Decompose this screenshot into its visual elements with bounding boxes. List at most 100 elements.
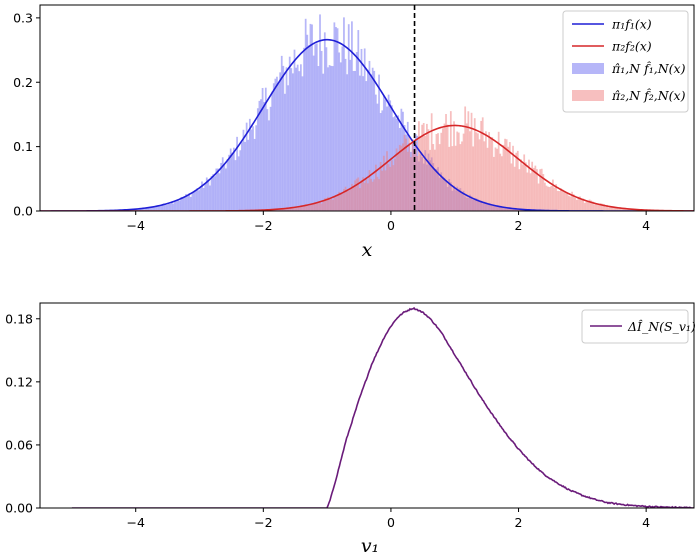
histogram-bar	[134, 209, 136, 211]
histogram-bar	[451, 146, 454, 211]
histogram-bar	[311, 203, 313, 211]
legend-patch-blue	[572, 63, 604, 74]
histogram-bar	[327, 196, 329, 211]
histogram-bar	[293, 49, 296, 211]
histogram-bar	[410, 157, 412, 211]
histogram-bar	[169, 203, 171, 211]
histogram-bar	[414, 142, 417, 211]
histogram-bar	[279, 72, 282, 211]
histogram-bar	[292, 206, 294, 211]
histogram-bar	[295, 207, 297, 211]
histogram-bar	[518, 169, 521, 211]
histogram-bar	[521, 164, 524, 211]
histogram-bar	[271, 209, 274, 211]
histogram-bar	[253, 138, 256, 211]
histogram-bar	[571, 191, 573, 211]
histogram-bar	[323, 198, 326, 211]
histogram-bar	[370, 178, 372, 211]
histogram-bar	[341, 193, 344, 211]
histogram-bar	[550, 185, 553, 211]
histogram-bar	[288, 208, 291, 211]
histogram-bar	[137, 208, 140, 211]
histogram-bar	[180, 196, 183, 211]
histogram-bar	[548, 187, 551, 211]
histogram-bar	[164, 204, 167, 211]
histogram-bar	[199, 187, 202, 211]
histogram-bar	[516, 150, 519, 211]
histogram-bar	[607, 207, 610, 211]
delta-I-curve	[71, 306, 694, 508]
histogram-bar	[346, 190, 349, 211]
y-tick-label: 0.12	[5, 374, 33, 389]
histogram-bar	[328, 199, 331, 211]
histogram-bar	[352, 186, 355, 211]
histogram-bar	[395, 148, 398, 211]
histogram-bar	[189, 196, 192, 211]
y-tick-label: 0.00	[5, 501, 33, 516]
histogram-bar	[360, 48, 363, 211]
histogram-bar	[197, 190, 200, 211]
x-tick-label: 0	[387, 218, 395, 233]
histogram-bar	[280, 55, 283, 211]
histogram-bar	[325, 47, 328, 211]
histogram-bar	[328, 65, 331, 211]
histogram-bar	[389, 166, 392, 211]
histogram-bar	[544, 182, 546, 211]
histogram-bar	[587, 201, 589, 211]
histogram-bar	[218, 173, 221, 211]
histogram-bar	[606, 204, 609, 211]
top-x-axis-label: x	[362, 239, 373, 261]
histogram-bar	[376, 103, 379, 211]
histogram-bar	[368, 170, 371, 211]
histogram-bar	[333, 22, 336, 211]
histogram-bar	[489, 138, 492, 211]
histogram-bar	[290, 207, 293, 211]
histogram-bar	[343, 17, 345, 211]
histogram-bar	[619, 207, 621, 211]
histogram-bar	[582, 198, 585, 211]
histogram-bar	[599, 203, 602, 211]
histogram-bar	[178, 200, 181, 211]
histogram-bar	[150, 207, 152, 211]
histogram-bar	[335, 27, 337, 211]
histogram-bar	[446, 124, 449, 211]
histogram-bar	[365, 178, 368, 211]
histogram-bar	[520, 159, 522, 211]
histogram-bar	[389, 100, 392, 211]
bottom-legend: ΔÎ_N(S_v₁)	[581, 309, 696, 344]
histogram-bar	[300, 205, 302, 211]
histogram-bar	[427, 129, 430, 211]
histogram-bar	[343, 189, 345, 211]
histogram-bar	[290, 68, 293, 211]
histogram-bar	[247, 139, 250, 211]
histogram-bar	[370, 74, 372, 211]
histogram-bar	[347, 190, 350, 211]
histogram-bar	[595, 202, 597, 211]
histogram-bar	[346, 74, 349, 211]
histogram-bar	[433, 149, 436, 211]
histogram-bar	[269, 106, 272, 211]
histogram-bar	[351, 21, 353, 211]
histogram-bar	[564, 192, 567, 211]
histogram-bar	[280, 208, 283, 211]
histogram-bar	[539, 169, 542, 211]
histogram-bar	[142, 208, 144, 211]
histogram-bar	[330, 198, 333, 211]
histogram-bar	[312, 203, 315, 211]
top-panel: −4 −2 0 2 4 0.0 0.1 0.2 0.3 x π₁f₁(x) π₂f₂(x) π…	[13, 4, 695, 261]
histogram-bar	[274, 78, 277, 211]
bottom-x-axis-label: v₁	[361, 535, 379, 557]
histogram-bar	[392, 165, 395, 211]
histogram-bar	[620, 207, 623, 211]
histogram-bar	[402, 143, 404, 211]
histogram-bar	[612, 206, 615, 211]
histogram-bar	[285, 208, 288, 211]
histogram-bar	[287, 207, 289, 211]
histogram-bar	[625, 209, 628, 211]
histogram-bar	[228, 154, 230, 211]
histogram-bar	[362, 177, 364, 211]
histogram-bar	[507, 146, 510, 211]
histogram-bar	[292, 73, 294, 211]
histogram-bar	[614, 207, 616, 211]
histogram-bar	[175, 201, 178, 211]
